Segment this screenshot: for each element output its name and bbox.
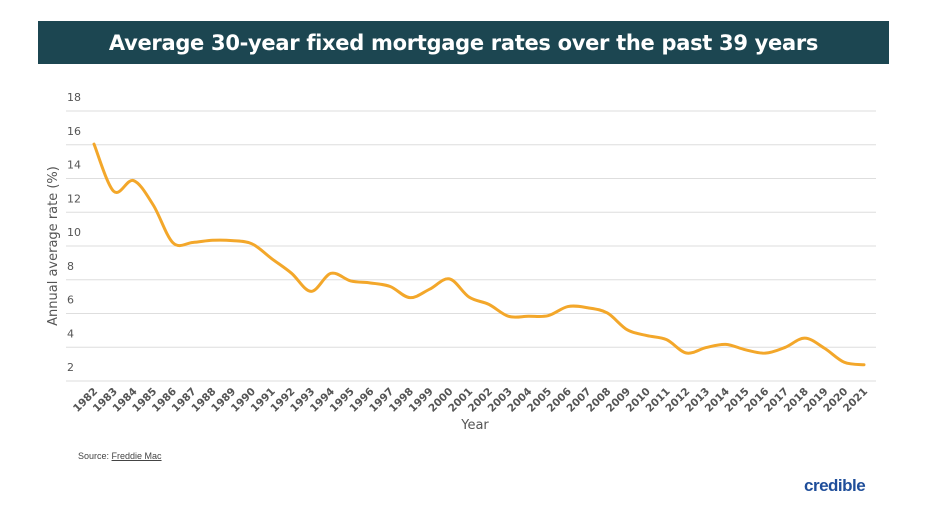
source-link[interactable]: Freddie Mac <box>111 451 162 461</box>
y-tick-label: 18 <box>67 91 81 104</box>
x-axis-title: Year <box>460 418 489 433</box>
source-note: Source: Freddie Mac <box>78 451 162 461</box>
y-axis-title: Annual average rate (%) <box>46 166 61 326</box>
data-points <box>93 143 865 365</box>
y-tick-label: 2 <box>67 361 74 374</box>
y-tick-label: 8 <box>67 260 74 273</box>
y-tick-label: 6 <box>67 294 74 307</box>
y-tick-label: 12 <box>67 192 81 205</box>
title-bar: Average 30-year fixed mortgage rates ove… <box>38 21 889 64</box>
series-line <box>92 142 866 367</box>
y-tick-label: 16 <box>67 125 81 138</box>
source-label: Source: <box>78 451 112 461</box>
y-tick-label: 4 <box>67 327 74 340</box>
y-tick-label: 10 <box>67 226 81 239</box>
chart-title: Average 30-year fixed mortgage rates ove… <box>108 30 819 55</box>
credible-logo: credible <box>804 476 866 495</box>
y-tick-label: 14 <box>67 159 81 172</box>
